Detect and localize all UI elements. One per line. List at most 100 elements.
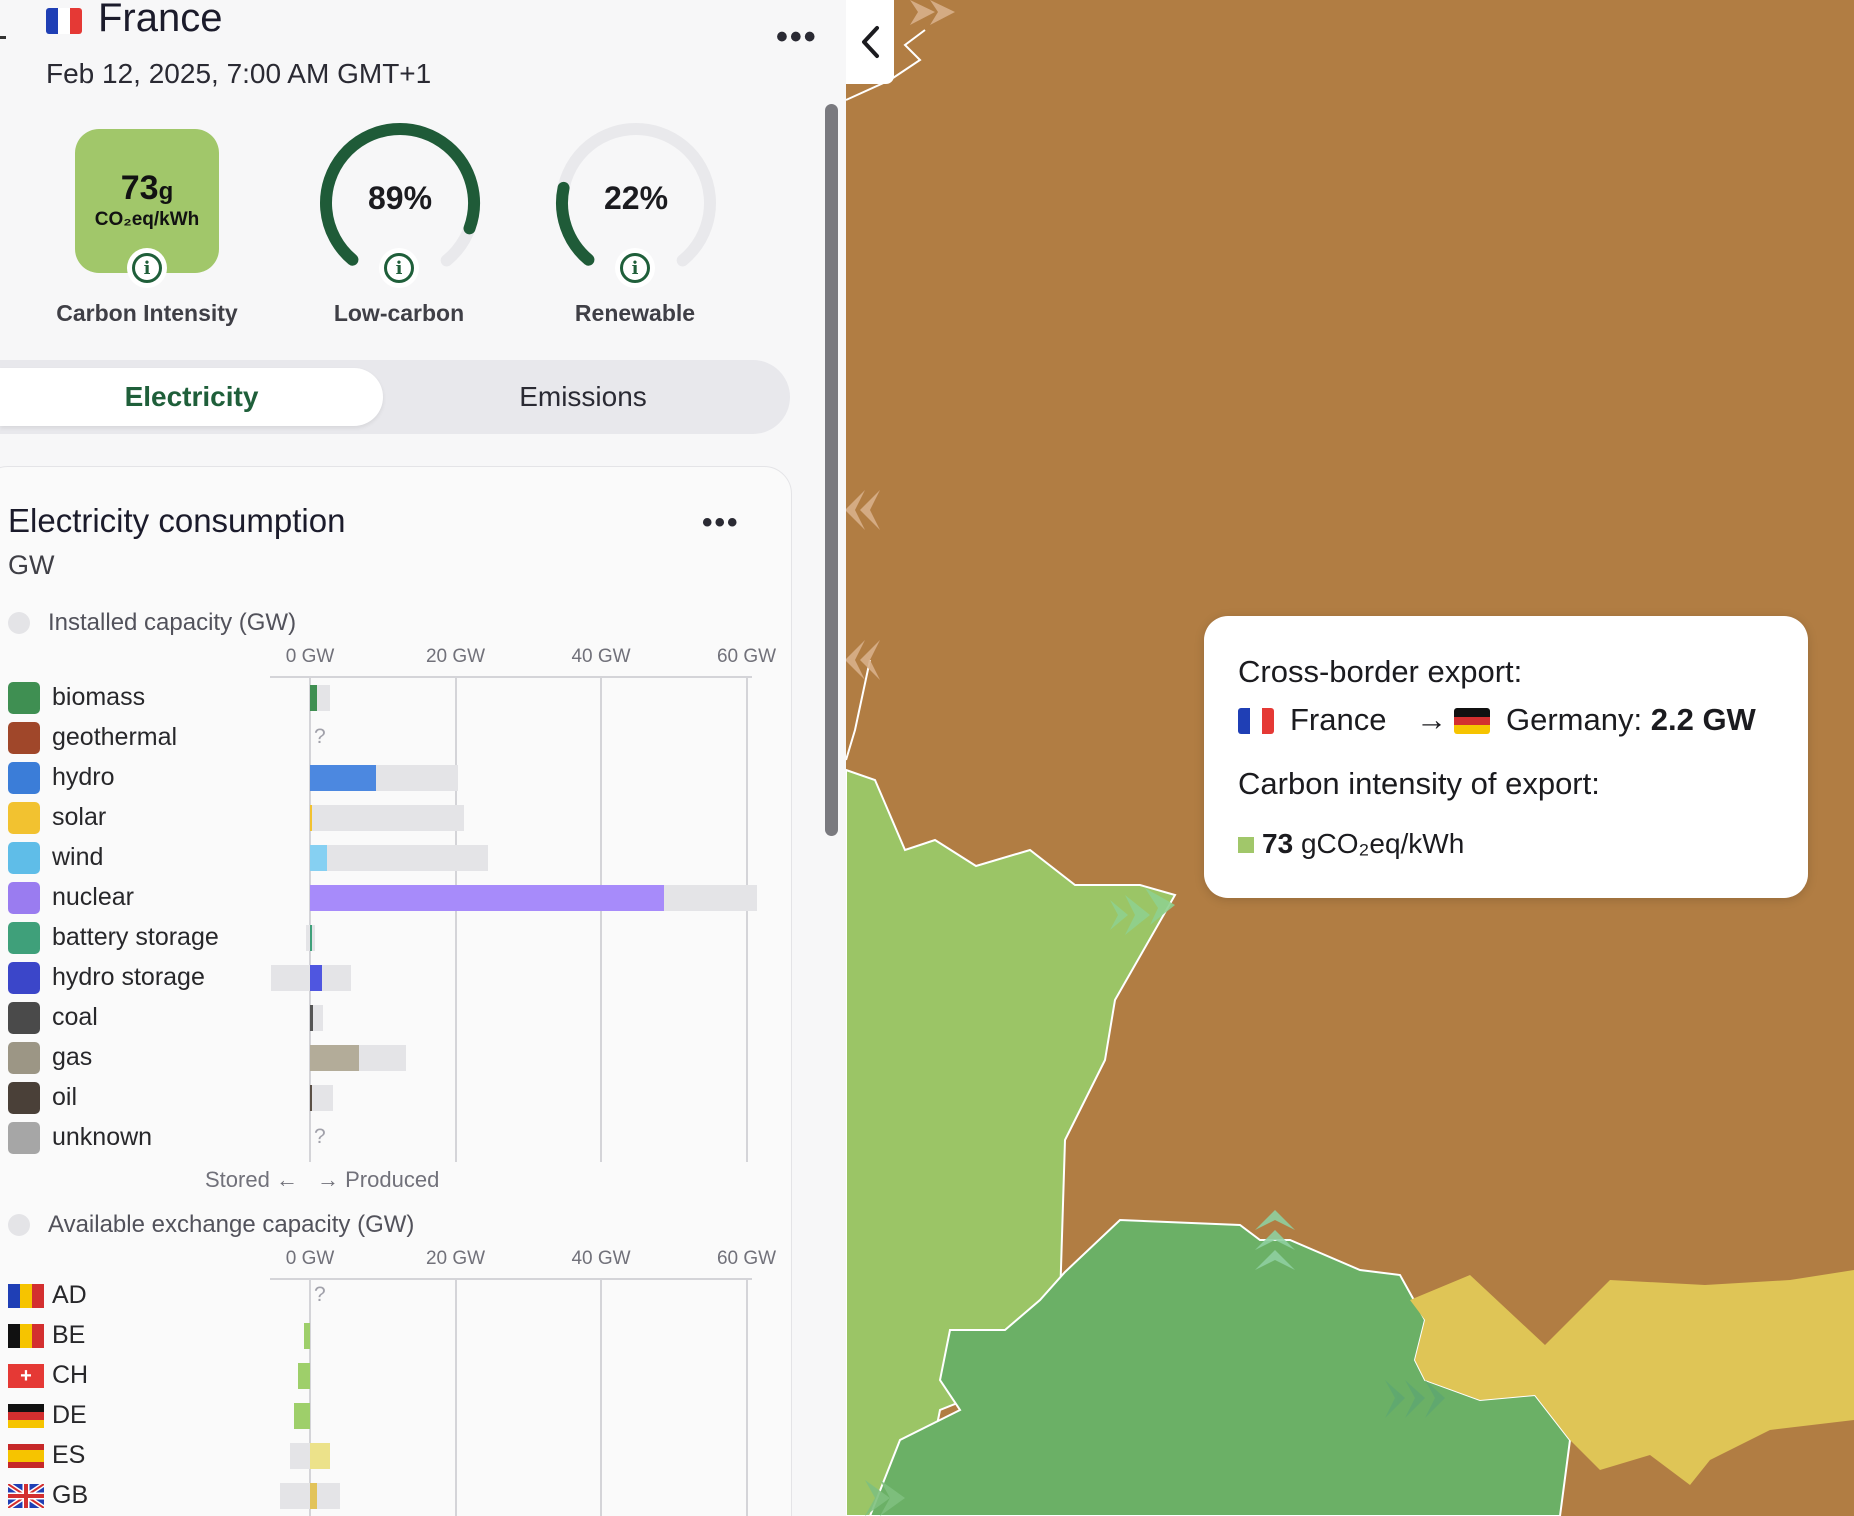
import-capacity-bar — [280, 1483, 310, 1509]
gridline — [454, 676, 457, 1162]
import-capacity-bar — [289, 1443, 310, 1469]
exchange-label-ES: ES — [52, 1441, 86, 1469]
more-options-icon[interactable]: ••• — [776, 18, 818, 56]
storage-capacity-bar — [270, 965, 310, 991]
axis-tick-label: 20 GW — [425, 1248, 486, 1269]
droplet-icon — [8, 1082, 40, 1114]
source-label-solar: solar — [52, 803, 107, 831]
tooltip-value: 2.2 GW — [1650, 702, 1756, 737]
production-bar[interactable] — [310, 925, 312, 951]
unknown-value-mark: ? — [314, 725, 326, 748]
flag-de-icon — [1454, 708, 1490, 734]
carbon-intensity-info-icon[interactable]: i — [127, 248, 167, 288]
tab-emissions[interactable]: Emissions — [519, 381, 647, 412]
tooltip-title: Cross-border export: — [1238, 654, 1523, 689]
axis-tick-label: 0 GW — [285, 646, 335, 667]
stored-label: Stored — [205, 1167, 270, 1192]
tab-electricity[interactable]: Electricity — [0, 368, 383, 426]
capacity-bar — [310, 1005, 324, 1031]
flag-de-icon — [8, 1404, 44, 1428]
axis-line — [270, 1278, 752, 1280]
datetime-label: Feb 12, 2025, 7:00 AM GMT+1 — [46, 58, 432, 89]
flow-arrow-it — [1385, 1380, 1445, 1418]
tooltip-intensity-unit: gCO₂eq/kWh — [1300, 828, 1465, 859]
zone-details-panel: France Feb 12, 2025, 7:00 AM GMT+1 ••• 7… — [0, 0, 846, 1516]
exchange-capacity-label: Available exchange capacity (GW) — [48, 1211, 415, 1238]
installed-capacity-label: Installed capacity (GW) — [48, 609, 297, 636]
wind-icon — [8, 842, 40, 874]
tooltip-from: France — [1290, 702, 1387, 737]
exchange-capacity-toggle[interactable] — [8, 1214, 30, 1236]
flag-ch-icon: + — [8, 1364, 44, 1388]
flag-be-icon — [8, 1324, 44, 1348]
arrow-left-icon: ← — [275, 1167, 298, 1192]
back-icon[interactable] — [0, 36, 6, 39]
axis-tick-label: 0 GW — [285, 1248, 335, 1269]
exchange-tooltip: Cross-border export: France → Germany: 2… — [1204, 616, 1808, 898]
production-bar[interactable] — [310, 1045, 360, 1071]
exchange-flow-bar[interactable] — [310, 1443, 331, 1469]
italy-region[interactable] — [1410, 1270, 1854, 1485]
source-label-biomass: biomass — [52, 683, 146, 711]
chevron-left-icon — [862, 26, 879, 58]
flag-ad-icon — [8, 1284, 44, 1308]
tooltip-to: Germany: 2.2 GW — [1506, 702, 1756, 738]
carbon-intensity-value: 73 — [120, 169, 159, 207]
consumption-card — [0, 466, 792, 1516]
production-bar[interactable] — [310, 805, 312, 831]
tab-bar: Electricity Emissions — [0, 360, 790, 434]
source-label-geothermal: geothermal — [52, 723, 178, 751]
exchange-label-CH: CH — [52, 1361, 89, 1389]
flow-arrow-bottom — [865, 1480, 905, 1516]
gridline — [745, 676, 748, 1162]
axis-tick-label: 40 GW — [571, 1248, 631, 1269]
produced-label: Produced — [345, 1167, 440, 1192]
exchange-label-AD: AD — [52, 1281, 87, 1309]
card-more-icon[interactable]: ••• — [702, 506, 740, 539]
intensity-swatch — [1238, 837, 1254, 853]
source-label-hydro: hydro — [52, 763, 115, 791]
renewable-info-icon[interactable]: i — [615, 248, 655, 288]
low-carbon-label: Low-carbon — [333, 300, 465, 326]
collapse-panel-button[interactable] — [846, 0, 894, 84]
flow-arrow-ch — [1255, 1210, 1295, 1270]
production-bar[interactable] — [310, 885, 664, 911]
exchange-flow-bar[interactable] — [304, 1323, 310, 1349]
capacity-bar — [310, 925, 316, 951]
exchange-label-BE: BE — [52, 1321, 86, 1349]
gridline — [309, 676, 311, 1162]
flag-es-icon — [8, 1444, 44, 1468]
production-bar[interactable] — [310, 965, 323, 991]
source-label-coal: coal — [52, 1003, 98, 1031]
axis-tick-label: 60 GW — [716, 1248, 777, 1269]
tooltip-arrow: → — [1416, 702, 1447, 737]
leaf-icon — [8, 682, 40, 714]
flame-icon — [8, 1042, 40, 1074]
source-label-unknown: unknown — [52, 1123, 153, 1151]
question-icon — [8, 1122, 40, 1154]
exchange-flow-bar[interactable] — [293, 1403, 310, 1429]
production-bar[interactable] — [310, 765, 377, 791]
low-carbon-info-icon[interactable]: i — [379, 248, 419, 288]
production-bar[interactable] — [310, 1085, 313, 1111]
installed-capacity-toggle[interactable] — [8, 612, 30, 634]
low-carbon-value: 89% — [367, 180, 433, 216]
gridline — [600, 676, 602, 1162]
panel-scrollbar[interactable] — [825, 104, 838, 836]
production-bar[interactable] — [310, 685, 318, 711]
source-label-hydro-storage: hydro storage — [52, 963, 205, 991]
capacity-bar — [310, 805, 465, 831]
exchange-flow-bar[interactable] — [298, 1363, 310, 1389]
tooltip-intensity-value: 73 — [1262, 828, 1294, 859]
production-bar[interactable] — [310, 1005, 313, 1031]
exchange-flow-bar[interactable] — [310, 1483, 317, 1509]
renewable-value: 22% — [603, 180, 669, 216]
produced-legend: → Produced — [317, 1167, 439, 1193]
unknown-value-mark: ? — [314, 1125, 326, 1148]
heat-waves-icon — [8, 722, 40, 754]
gridline — [600, 1278, 602, 1516]
production-bar[interactable] — [310, 845, 327, 871]
unknown-value-mark: ? — [314, 1283, 326, 1306]
axis-tick-label: 20 GW — [425, 646, 486, 667]
dam-icon — [8, 962, 40, 994]
